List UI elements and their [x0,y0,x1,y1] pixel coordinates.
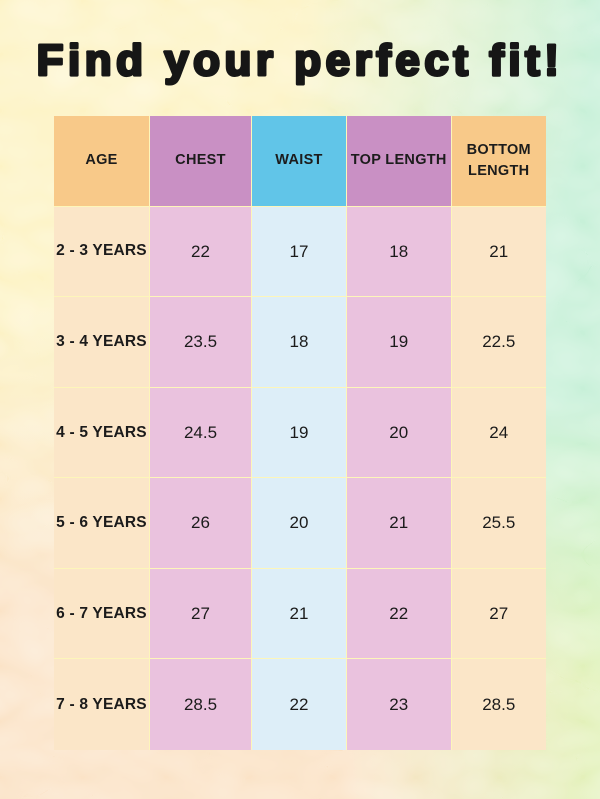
svg-text:Find your perfect fit!: Find your perfect fit! [37,36,564,85]
